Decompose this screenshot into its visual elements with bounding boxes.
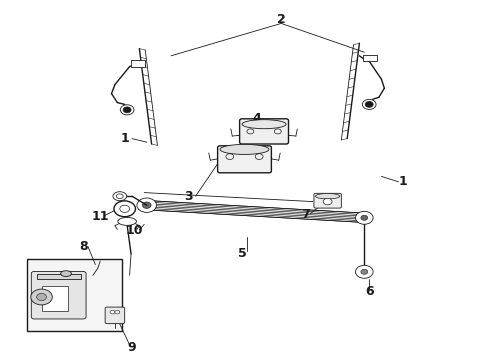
Circle shape	[142, 202, 151, 208]
Text: 7: 7	[301, 208, 309, 221]
Circle shape	[360, 215, 367, 220]
Ellipse shape	[315, 194, 339, 199]
Bar	[131, 60, 144, 67]
Circle shape	[360, 269, 367, 274]
Text: 8: 8	[79, 240, 87, 253]
FancyBboxPatch shape	[31, 271, 86, 319]
Circle shape	[362, 99, 375, 109]
Circle shape	[31, 289, 52, 305]
Ellipse shape	[113, 192, 126, 201]
Circle shape	[114, 201, 135, 217]
Text: 11: 11	[91, 210, 109, 222]
Text: 1: 1	[120, 132, 129, 145]
Text: 3: 3	[183, 190, 192, 203]
Circle shape	[365, 102, 372, 107]
Circle shape	[110, 310, 115, 314]
Text: 9: 9	[127, 341, 136, 354]
Text: 4: 4	[252, 112, 261, 125]
Bar	[27, 259, 122, 331]
Bar	[37, 274, 81, 279]
Text: 2: 2	[276, 13, 285, 26]
FancyBboxPatch shape	[239, 119, 288, 144]
Circle shape	[323, 198, 331, 205]
Ellipse shape	[118, 217, 136, 225]
Text: 6: 6	[364, 285, 373, 298]
Ellipse shape	[220, 144, 268, 154]
Ellipse shape	[61, 271, 71, 276]
Circle shape	[123, 107, 131, 113]
Text: 5: 5	[237, 247, 246, 260]
Circle shape	[355, 211, 372, 224]
Ellipse shape	[242, 120, 285, 129]
Text: 10: 10	[125, 224, 143, 237]
Circle shape	[37, 293, 46, 301]
Ellipse shape	[116, 194, 123, 198]
Bar	[362, 55, 376, 61]
Circle shape	[120, 105, 134, 115]
Circle shape	[115, 310, 120, 314]
FancyBboxPatch shape	[313, 193, 341, 208]
Text: 1: 1	[398, 175, 407, 188]
FancyBboxPatch shape	[105, 307, 124, 324]
Circle shape	[355, 265, 372, 278]
FancyBboxPatch shape	[217, 146, 271, 173]
Bar	[41, 286, 68, 311]
Circle shape	[137, 198, 156, 212]
